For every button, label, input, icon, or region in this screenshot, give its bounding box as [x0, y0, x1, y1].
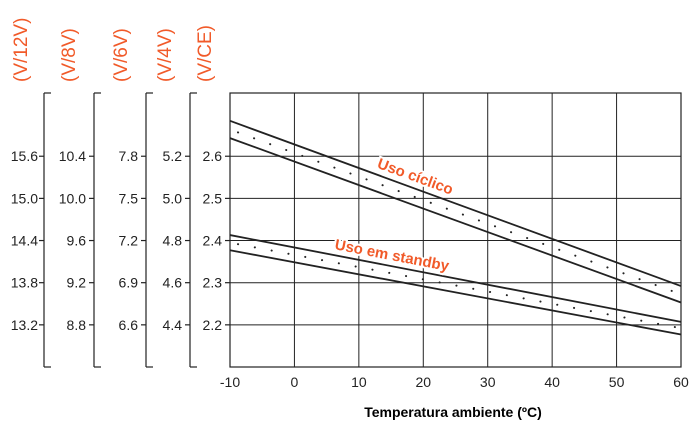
x-tick-label: 40	[544, 374, 560, 390]
band-center-dots	[237, 131, 682, 296]
y-tick-label: 4.8	[163, 233, 183, 249]
series-label: Uso em standby	[333, 236, 451, 275]
y-tick-label: 13.8	[11, 275, 38, 291]
band-upper-line	[229, 119, 682, 287]
y-axis-unit-label: (V/8V)	[59, 28, 80, 82]
y-tick-label: 7.2	[119, 233, 139, 249]
y-tick-label: 2.4	[203, 233, 223, 249]
plot-frame	[229, 92, 682, 368]
y-tick-label: 9.6	[67, 233, 87, 249]
y-tick-label: 10.0	[59, 190, 86, 206]
band-center-dots	[237, 243, 682, 330]
y-tick-label: 7.5	[119, 190, 139, 206]
y-tick-label: 4.4	[163, 317, 183, 333]
y-tick-label: 5.2	[163, 148, 183, 164]
y-tick-label: 2.2	[203, 317, 223, 333]
y-tick-label: 14.4	[11, 233, 38, 249]
y-axes: 15.6 15.0 14.4 13.8 13.2 (V/12V) 10.4 10.0 9.6 9.…	[11, 18, 230, 368]
y-axis-unit-label: (V/12V)	[11, 18, 32, 82]
x-tick-label: 30	[480, 374, 496, 390]
x-tick-label: 0	[291, 374, 299, 390]
x-axis-label: Temperatura ambiente (ºC)	[364, 404, 542, 420]
x-tick-labels: -10 0 10 20 30 40 50 60	[220, 374, 689, 390]
y-axis-unit-label: (V/6V)	[111, 28, 132, 82]
x-tick-label: 20	[415, 374, 431, 390]
y-tick-label: 4.6	[163, 275, 183, 291]
y-tick-label: 8.8	[67, 317, 87, 333]
y-tick-label: 13.2	[11, 317, 38, 333]
band-lower-line	[229, 137, 682, 304]
x-tick-label: -10	[220, 374, 240, 390]
y-tick-label: 2.3	[203, 275, 223, 291]
y-tick-label: 5.0	[163, 190, 183, 206]
x-tick-label: 50	[609, 374, 625, 390]
y-tick-label: 2.5	[203, 190, 223, 206]
x-tick-label: 60	[673, 374, 689, 390]
band-lower-line	[229, 249, 682, 336]
band-upper-line	[229, 234, 682, 323]
y-tick-label: 15.6	[11, 148, 38, 164]
y-axis-unit-label: (V/4V)	[155, 28, 176, 82]
y-tick-label: 2.6	[203, 148, 223, 164]
grid	[229, 92, 682, 368]
y-tick-label: 6.9	[119, 275, 139, 291]
y-tick-label: 15.0	[11, 190, 38, 206]
x-tick-label: 10	[351, 374, 367, 390]
series-label: Uso cíclico	[375, 155, 455, 198]
data-bands: Uso cíclico Uso em standby	[229, 119, 682, 336]
y-axis-unit-label: (V/CE)	[195, 25, 216, 82]
y-tick-label: 7.8	[119, 148, 139, 164]
y-tick-label: 10.4	[59, 148, 86, 164]
y-tick-label: 6.6	[119, 317, 139, 333]
y-tick-label: 9.2	[67, 275, 87, 291]
